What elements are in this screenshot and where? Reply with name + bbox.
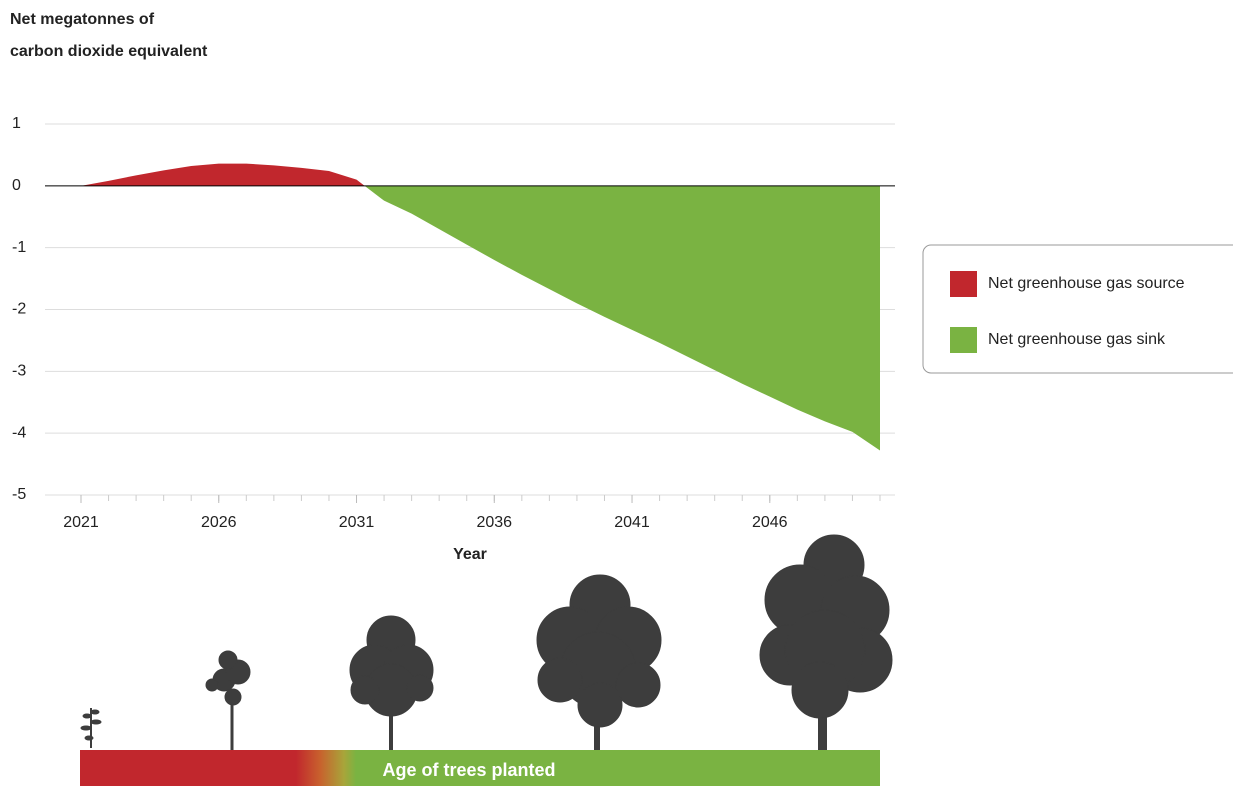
x-tick-label: 2046 — [752, 514, 788, 531]
tree-small — [349, 615, 434, 750]
x-tick-label: 2031 — [339, 514, 375, 531]
y-tick-label: 0 — [12, 177, 21, 194]
age-band-label: Age of trees planted — [382, 760, 555, 780]
legend-box — [922, 244, 1233, 374]
y-axis-title: Net megatonnes of — [10, 11, 155, 28]
x-tick-label: 2041 — [614, 514, 650, 531]
y-tick-label: -1 — [12, 239, 26, 256]
tree-large — [759, 534, 893, 750]
y-axis-title: carbon dioxide equivalent — [10, 43, 208, 60]
sink-area — [364, 185, 880, 451]
age-band — [80, 750, 880, 786]
legend-swatch — [950, 271, 977, 297]
legend-swatch — [950, 327, 977, 353]
tree-medium — [536, 574, 662, 750]
y-tick-label: -4 — [12, 424, 26, 441]
y-tick-label: 1 — [12, 115, 21, 132]
y-tick-label: -3 — [12, 363, 26, 380]
legend-label: Net greenhouse gas source — [988, 275, 1185, 292]
tree-sprout — [80, 708, 102, 748]
tree-young — [205, 650, 251, 750]
y-tick-label: -5 — [12, 486, 26, 503]
y-tick-label: -2 — [12, 301, 26, 318]
legend-label: Net greenhouse gas sink — [988, 331, 1166, 348]
x-tick-label: 2026 — [201, 514, 237, 531]
x-tick-label: 2036 — [476, 514, 512, 531]
tree-illustrations — [80, 534, 893, 750]
x-axis-title: Year — [453, 546, 487, 563]
source-area — [81, 163, 880, 186]
x-tick-label: 2021 — [63, 514, 99, 531]
